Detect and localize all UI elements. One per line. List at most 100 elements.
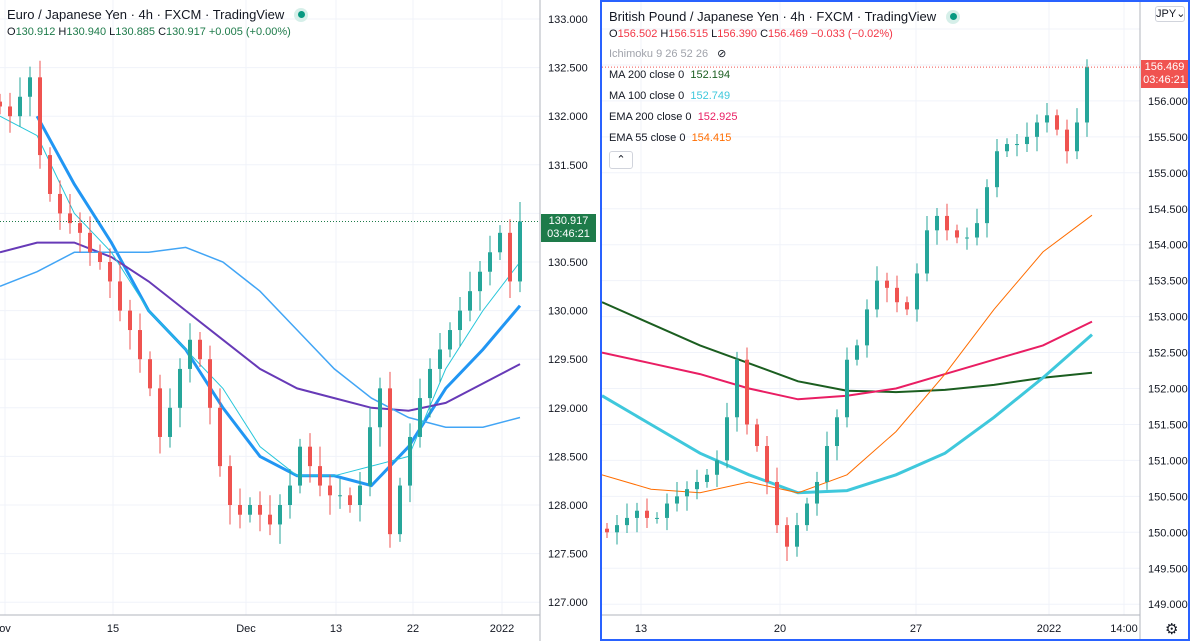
close-value: 130.917 bbox=[166, 26, 206, 38]
candle-body bbox=[228, 466, 232, 505]
candle-body bbox=[238, 505, 242, 515]
candle-body bbox=[28, 77, 32, 97]
candle-body bbox=[398, 485, 402, 535]
candle-body bbox=[98, 252, 102, 262]
candle-body bbox=[715, 460, 719, 475]
indicator-value: 152.749 bbox=[690, 90, 731, 102]
candle-body bbox=[1015, 144, 1019, 146]
indicator-legend-row[interactable]: EMA 200 close 0 152.925 bbox=[609, 111, 737, 123]
price-axis-label: 152.500 bbox=[1148, 348, 1188, 360]
candle-body bbox=[995, 151, 999, 188]
candle-body bbox=[905, 302, 909, 310]
price-axis-label: 154.000 bbox=[1148, 240, 1188, 252]
candle-body bbox=[158, 388, 162, 437]
candle-body bbox=[68, 213, 72, 224]
candle-body bbox=[845, 359, 849, 418]
right-symbol-title[interactable]: British Pound / Japanese Yen · 4h · FXCM… bbox=[609, 9, 937, 24]
indicator-line bbox=[602, 214, 1093, 494]
candle-body bbox=[615, 525, 619, 533]
indicator-legend-row[interactable]: MA 200 close 0 152.194 bbox=[609, 69, 730, 81]
candle-body bbox=[148, 359, 152, 389]
left-last-price-tag: 130.917 03:46:21 bbox=[541, 214, 596, 242]
candle-body bbox=[8, 106, 12, 117]
indicator-label: EMA 200 close 0 bbox=[609, 111, 692, 123]
candle-body bbox=[935, 215, 939, 231]
candle-body bbox=[1075, 122, 1079, 152]
ichimoku-legend[interactable]: Ichimoku 9 26 52 26 ⊘ bbox=[609, 47, 726, 60]
settings-gear-icon[interactable]: ⚙ bbox=[1165, 621, 1179, 638]
price-axis-label: 154.500 bbox=[1148, 204, 1188, 216]
candle-body bbox=[188, 339, 192, 369]
low-value: 130.885 bbox=[115, 26, 156, 38]
price-axis-label: 156.000 bbox=[1148, 96, 1188, 108]
candle-body bbox=[448, 330, 452, 350]
candle-body bbox=[1025, 136, 1029, 145]
price-axis-label: 150.000 bbox=[1148, 527, 1188, 539]
indicator-value: 152.925 bbox=[697, 111, 738, 123]
high-value: 156.515 bbox=[668, 28, 709, 40]
candle-body bbox=[755, 424, 759, 447]
gbpjpy-chart-canvas[interactable]: 149.000 149.500 150.000 150.500 151.000 151.5… bbox=[602, 2, 1188, 639]
candle-body bbox=[825, 446, 829, 482]
candle-body bbox=[775, 481, 779, 526]
change-value: −0.033 (−0.02%) bbox=[810, 28, 893, 40]
candle-body bbox=[78, 223, 82, 233]
candle-body bbox=[358, 485, 362, 505]
left-symbol-title[interactable]: Euro / Japanese Yen · 4h · FXCM · Tradin… bbox=[7, 7, 285, 22]
candle-body bbox=[268, 514, 272, 525]
price-axis-label: 155.500 bbox=[1148, 132, 1188, 144]
price-axis-label: 132.500 bbox=[548, 63, 588, 75]
candle-body bbox=[635, 510, 639, 518]
gbpjpy-chart-panel[interactable]: 149.000 149.500 150.000 150.500 151.000 151.5… bbox=[600, 0, 1190, 641]
candle-body bbox=[208, 359, 212, 408]
time-axis-label: 13 bbox=[330, 623, 342, 635]
candle-body bbox=[1085, 67, 1089, 123]
eurjpy-chart-canvas[interactable]: 127.000 127.500 128.000 128.500 129.000 129.5… bbox=[0, 0, 598, 641]
candle-body bbox=[478, 271, 482, 292]
time-axis-label: 15 bbox=[107, 623, 119, 635]
candle-body bbox=[765, 446, 769, 482]
time-axis-label: 13 bbox=[635, 623, 647, 635]
candle-body bbox=[1005, 144, 1009, 152]
candle-body bbox=[645, 510, 649, 518]
right-symbol-header: British Pound / Japanese Yen · 4h · FXCM… bbox=[609, 9, 961, 24]
candle-body bbox=[705, 474, 709, 482]
candle-body bbox=[248, 505, 252, 515]
price-axis-label: 150.500 bbox=[1148, 491, 1188, 503]
candle-body bbox=[278, 505, 282, 525]
currency-select[interactable]: JPY⌄ bbox=[1155, 6, 1186, 22]
price-axis-label: 128.500 bbox=[548, 451, 588, 463]
collapse-legend-button[interactable]: ⌃ bbox=[609, 151, 633, 169]
price-axis-label: 127.500 bbox=[548, 549, 588, 561]
price-axis-label: 129.500 bbox=[548, 354, 588, 366]
candle-body bbox=[338, 495, 342, 497]
left-symbol-header: Euro / Japanese Yen · 4h · FXCM · Tradin… bbox=[7, 7, 309, 22]
indicator-legend-row[interactable]: MA 100 close 0 152.749 bbox=[609, 90, 730, 102]
candle-body bbox=[288, 485, 292, 505]
right-last-price-tag: 156.469 03:46:21 bbox=[1141, 60, 1188, 88]
eye-hidden-icon[interactable]: ⊘ bbox=[717, 48, 727, 60]
candle-body bbox=[468, 291, 472, 311]
candle-body bbox=[308, 446, 312, 467]
price-axis-label: 130.500 bbox=[548, 257, 588, 269]
indicator-label: EMA 55 close 0 bbox=[609, 132, 686, 144]
candle-body bbox=[1045, 115, 1049, 123]
candle-body bbox=[38, 77, 42, 156]
candle-body bbox=[418, 398, 422, 437]
candle-body bbox=[508, 232, 512, 282]
candle-body bbox=[855, 345, 859, 360]
time-axis-label: 27 bbox=[910, 623, 922, 635]
candle-body bbox=[118, 281, 122, 311]
close-value: 156.469 bbox=[768, 28, 808, 40]
candle-body bbox=[108, 262, 112, 282]
candle-body bbox=[985, 187, 989, 224]
indicator-line bbox=[0, 241, 521, 412]
eurjpy-chart-panel[interactable]: 127.000 127.500 128.000 128.500 129.000 129.5… bbox=[0, 0, 598, 641]
indicator-legend-row[interactable]: EMA 55 close 0 154.415 bbox=[609, 132, 731, 144]
indicator-label: MA 200 close 0 bbox=[609, 69, 685, 81]
indicator-value: 154.415 bbox=[691, 132, 732, 144]
price-axis-label: 151.500 bbox=[1148, 419, 1188, 431]
low-value: 156.390 bbox=[717, 28, 758, 40]
candle-body bbox=[138, 330, 142, 360]
time-axis-label: Dec bbox=[236, 623, 256, 635]
